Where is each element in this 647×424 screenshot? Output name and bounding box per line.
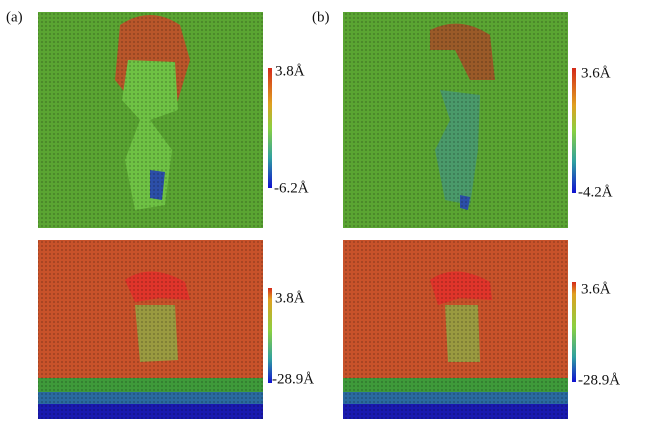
colorbar-max: 3.8Å bbox=[275, 290, 305, 306]
lattice-texture bbox=[343, 240, 568, 419]
colorbar-max: 3.8Å bbox=[275, 63, 305, 79]
colorbar bbox=[268, 68, 272, 188]
lattice-texture bbox=[38, 12, 263, 228]
surface-image bbox=[38, 240, 263, 419]
lattice-texture bbox=[38, 240, 263, 419]
panel-label: (b) bbox=[312, 9, 330, 25]
colorbar-max: 3.6Å bbox=[581, 281, 611, 297]
colorbar bbox=[268, 288, 272, 383]
surface-image bbox=[343, 12, 568, 228]
page: (a) (b) 3.8Å -6.2Å 3.6Å -4.2Å 3.8Å -28.9… bbox=[0, 0, 647, 419]
colorbar bbox=[572, 68, 576, 193]
colorbar-min: -6.2Å bbox=[274, 180, 309, 196]
colorbar bbox=[572, 282, 576, 382]
panel-label: (a) bbox=[6, 9, 23, 25]
surface-image bbox=[38, 12, 263, 228]
colorbar-max: 3.6Å bbox=[581, 65, 611, 81]
colorbar-min: -28.9Å bbox=[578, 372, 620, 388]
figure: (a) (b) 3.8Å -6.2Å 3.6Å -4.2Å 3.8Å -28.9… bbox=[0, 0, 647, 419]
colorbar-min: -4.2Å bbox=[578, 184, 613, 200]
lattice-texture bbox=[343, 12, 568, 228]
colorbar-min: -28.9Å bbox=[272, 371, 314, 387]
surface-image bbox=[343, 240, 568, 419]
